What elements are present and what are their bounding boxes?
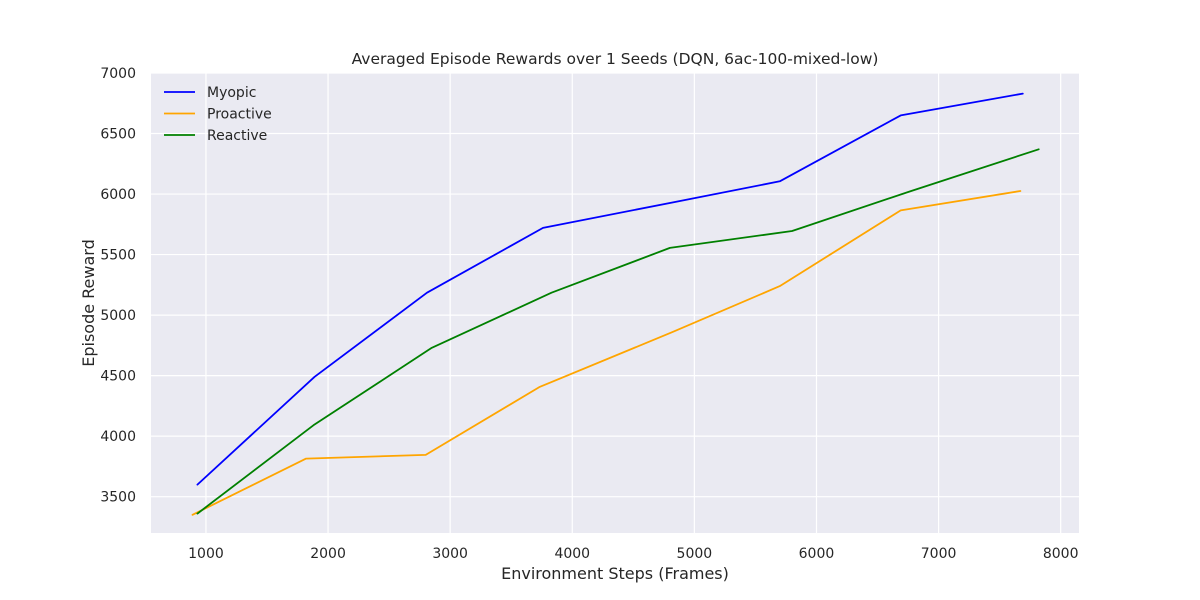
- y-tick-label: 6000: [100, 187, 136, 203]
- legend: Myopic Proactive Reactive: [164, 85, 272, 144]
- legend-label-reactive: Reactive: [207, 128, 267, 144]
- y-tick-label: 5500: [100, 248, 136, 264]
- x-tick-label: 1000: [188, 546, 224, 562]
- series-lines: [191, 92, 1040, 516]
- x-tick-label: 4000: [554, 546, 590, 562]
- x-tick-label: 5000: [677, 546, 713, 562]
- series-line-reactive: [196, 148, 1040, 515]
- x-tick-label: 7000: [921, 546, 957, 562]
- chart-title: Averaged Episode Rewards over 1 Seeds (D…: [352, 50, 879, 68]
- x-tick-label: 6000: [799, 546, 835, 562]
- legend-label-proactive: Proactive: [207, 107, 272, 123]
- series-line-proactive: [191, 190, 1022, 516]
- grid-lines: [151, 72, 1079, 533]
- series-line-myopic: [196, 92, 1024, 486]
- y-tick-label: 5000: [100, 308, 136, 324]
- y-tick-label: 4000: [100, 429, 136, 445]
- y-axis-ticks: 3500 4000 4500 5000 5500 6000 6500 7000: [100, 66, 136, 506]
- x-axis-label: Environment Steps (Frames): [501, 564, 729, 583]
- legend-label-myopic: Myopic: [207, 85, 256, 101]
- x-tick-label: 2000: [310, 546, 346, 562]
- y-tick-label: 4500: [100, 369, 136, 385]
- x-axis-ticks: 1000 2000 3000 4000 5000 6000 7000 8000: [188, 546, 1078, 562]
- y-tick-label: 6500: [100, 127, 136, 143]
- x-tick-label: 3000: [432, 546, 468, 562]
- y-tick-label: 7000: [100, 66, 136, 82]
- plot-area: [151, 73, 1079, 533]
- y-axis-label: Episode Reward: [79, 239, 98, 367]
- y-tick-label: 3500: [100, 490, 136, 506]
- x-tick-label: 8000: [1043, 546, 1079, 562]
